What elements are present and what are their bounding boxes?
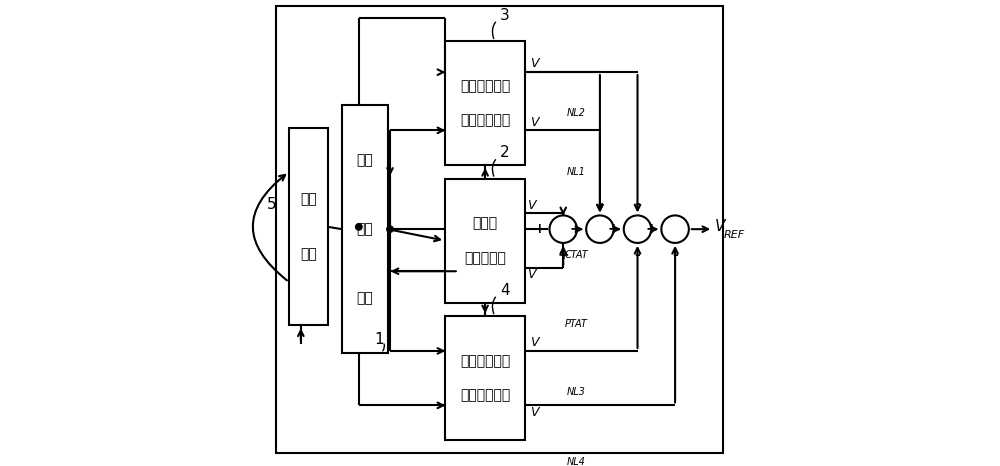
Text: -: - bbox=[672, 247, 678, 261]
Bar bbox=[289, 128, 328, 325]
Bar bbox=[342, 105, 388, 353]
Text: NL4: NL4 bbox=[567, 457, 586, 466]
Text: +: + bbox=[557, 247, 569, 261]
Text: 4: 4 bbox=[492, 283, 510, 314]
Text: CTAT: CTAT bbox=[565, 250, 588, 260]
Text: -: - bbox=[635, 247, 640, 261]
Text: 2: 2 bbox=[492, 145, 510, 176]
Text: +: + bbox=[570, 222, 582, 236]
Circle shape bbox=[387, 226, 393, 233]
Text: REF: REF bbox=[724, 230, 745, 240]
Text: 分段补偿电路: 分段补偿电路 bbox=[460, 79, 510, 93]
Text: 电路: 电路 bbox=[300, 192, 317, 206]
Text: PTAT: PTAT bbox=[565, 319, 588, 329]
Circle shape bbox=[356, 224, 362, 230]
Bar bbox=[445, 316, 525, 440]
Text: 高温区域温度: 高温区域温度 bbox=[460, 389, 510, 403]
Text: 3: 3 bbox=[492, 8, 510, 39]
Bar bbox=[445, 41, 525, 165]
Text: 一阶带隙基: 一阶带隙基 bbox=[464, 251, 506, 265]
Text: 准电路: 准电路 bbox=[473, 216, 498, 230]
Text: V: V bbox=[530, 116, 538, 129]
Text: V: V bbox=[530, 57, 538, 70]
Text: -: - bbox=[597, 197, 603, 211]
Text: NL3: NL3 bbox=[567, 387, 586, 397]
Text: V: V bbox=[528, 199, 536, 212]
Bar bbox=[445, 179, 525, 302]
Text: 分段补偿电路: 分段补偿电路 bbox=[460, 354, 510, 368]
Text: 整器: 整器 bbox=[356, 222, 373, 236]
Text: 电路: 电路 bbox=[356, 153, 373, 167]
Text: -: - bbox=[635, 197, 640, 211]
Text: NL1: NL1 bbox=[567, 167, 586, 177]
Text: 启动: 启动 bbox=[300, 247, 317, 261]
Text: V: V bbox=[528, 268, 536, 281]
Text: +: + bbox=[608, 222, 619, 236]
Text: 前调: 前调 bbox=[356, 291, 373, 306]
Text: V: V bbox=[715, 219, 725, 234]
Text: 1: 1 bbox=[374, 332, 384, 348]
Text: V: V bbox=[530, 406, 538, 419]
Text: 低温区域温度: 低温区域温度 bbox=[460, 113, 510, 128]
Text: NL2: NL2 bbox=[567, 109, 586, 118]
Text: V: V bbox=[530, 336, 538, 349]
Text: +: + bbox=[533, 222, 545, 236]
Text: +: + bbox=[645, 222, 657, 236]
Text: 5: 5 bbox=[267, 198, 277, 212]
